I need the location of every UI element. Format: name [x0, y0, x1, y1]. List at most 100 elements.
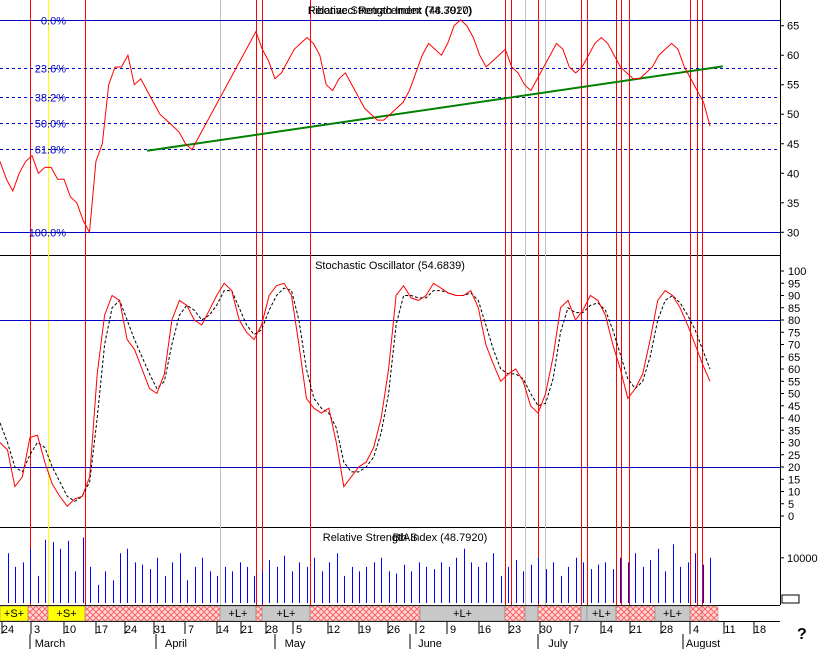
rsi-y-axis: 30 35 40 45 50 55 60 65 [780, 21, 799, 239]
y-tick-label: 50 [787, 109, 799, 121]
band-label: +L+ [229, 608, 248, 620]
date-tick-label: 21 [241, 624, 253, 636]
band-segment [524, 605, 539, 622]
y-tick-label: 0 [788, 511, 794, 523]
date-tick-label: 26 [388, 624, 400, 636]
stochastic-levels [0, 320, 780, 468]
date-tick-label: 23 [509, 624, 521, 636]
stochastic-panel: 0510152025303540455055606570758085909510… [0, 260, 806, 523]
help-icon[interactable]: ? [797, 626, 807, 643]
y-tick-label: 35 [788, 425, 800, 437]
band-segment [504, 605, 526, 622]
y-tick-label: 35 [787, 198, 799, 210]
volume-title: Relative Strength Index (48.7920) [323, 532, 488, 544]
y-tick-label: 60 [787, 50, 799, 62]
stochastic-k-line [0, 282, 711, 507]
y-tick-label: 50 [788, 389, 800, 401]
date-tick-label: 11 [724, 624, 735, 636]
band-label: +L+ [663, 608, 682, 620]
month-label: April [165, 638, 187, 649]
band-label: +S+ [4, 608, 24, 620]
date-tick-label: 21 [630, 624, 642, 636]
date-tick-label: 14 [601, 624, 613, 636]
band-label: +L+ [592, 608, 611, 620]
date-tick-label: 5 [296, 624, 302, 636]
y-tick-label: 45 [787, 139, 799, 151]
panel-frames [0, 0, 781, 622]
fib-level-label: 100.0% [29, 228, 67, 240]
date-tick-label: 4 [693, 624, 699, 636]
month-axis: March April May June July August [29, 634, 720, 649]
y-tick-label: 20 [788, 462, 800, 474]
date-tick-label: 7 [188, 624, 194, 636]
date-tick-label: 2 [419, 624, 425, 636]
band-segment [255, 605, 263, 622]
y-tick-label: 95 [788, 278, 800, 290]
band-segment [84, 605, 221, 622]
fib-level-label: 0.0% [41, 16, 66, 28]
y-tick-label: 90 [788, 291, 800, 303]
band-segment [27, 605, 49, 622]
date-tick-label: 24 [2, 624, 14, 636]
y-tick-label: 55 [788, 376, 800, 388]
band-label: +S+ [56, 608, 76, 620]
date-tick-label: 24 [125, 624, 137, 636]
y-tick-label: 30 [787, 227, 799, 239]
date-tick-label: 30 [540, 624, 552, 636]
y-tick-label: 75 [788, 327, 800, 339]
overlay-title: Fibonacci Retracement (74.3017) [308, 5, 471, 17]
date-tick-label: 28 [266, 624, 278, 636]
band-segment [309, 605, 421, 622]
date-tick-label: 10 [64, 624, 76, 636]
date-tick-label: 16 [479, 624, 491, 636]
y-tick-label: 100 [788, 266, 806, 278]
date-tick-label: 19 [359, 624, 371, 636]
rsi-line [0, 19, 711, 235]
y-tick-label: 55 [787, 80, 799, 92]
band-segment [580, 605, 588, 622]
trendline [146, 65, 723, 152]
fib-level-label: 38.2% [35, 93, 66, 105]
rsi-title: Relative Strength Index (48.7920) [308, 5, 473, 17]
band-segment [628, 605, 656, 622]
y-tick-label: 25 [788, 450, 800, 462]
date-tick-label: 18 [754, 624, 766, 636]
y-tick-label: 30 [788, 438, 800, 450]
signal-band: +S+ +S+ +L+ +L+ +L+ +L+ +L+ [0, 605, 719, 622]
month-label: July [548, 638, 568, 649]
month-label: May [285, 638, 306, 649]
y-tick-label: 40 [787, 168, 799, 180]
y-tick-label: 65 [788, 352, 800, 364]
band-segment [689, 605, 703, 622]
y-tick-label: 10000 [787, 553, 818, 565]
rsi-panel: 0.0% 23.6% 38.2% 50.0% 61.8% 100.0% 30 35 40 45 5… [0, 5, 799, 240]
date-tick-label: 31 [154, 624, 166, 636]
volume-bars [8, 537, 711, 603]
stochastic-title: Stochastic Oscillator (54.6839) [315, 260, 465, 272]
volume-panel: 10000 BIAS Relative Strength Index (48.7… [8, 532, 818, 603]
band-segment [701, 605, 719, 622]
date-tick-label: 14 [217, 624, 229, 636]
bias-title: BIAS [392, 532, 417, 544]
date-tick-label: 17 [96, 624, 108, 636]
fibonacci-levels: 0.0% 23.6% 38.2% 50.0% 61.8% 100.0% [0, 16, 780, 240]
band-segment [615, 605, 630, 622]
month-label: June [418, 638, 442, 649]
event-marker-lines [30, 0, 703, 605]
stochastic-signal-line [0, 287, 711, 502]
stochastic-y-axis: 0510152025303540455055606570758085909510… [780, 266, 806, 523]
volume-y-axis: 10000 [780, 553, 818, 565]
y-tick-label: 80 [788, 315, 800, 327]
date-tick-label: 28 [661, 624, 673, 636]
band-segment [537, 605, 582, 622]
y-tick-label: 45 [788, 401, 800, 413]
scrollbar-box[interactable] [781, 594, 800, 604]
y-tick-label: 10 [788, 487, 800, 499]
band-label: +L+ [453, 608, 472, 620]
fib-level-label: 61.8% [35, 145, 66, 157]
date-tick-label: 7 [573, 624, 579, 636]
month-label: August [686, 638, 720, 649]
y-tick-label: 85 [788, 303, 800, 315]
y-tick-label: 5 [788, 499, 794, 511]
